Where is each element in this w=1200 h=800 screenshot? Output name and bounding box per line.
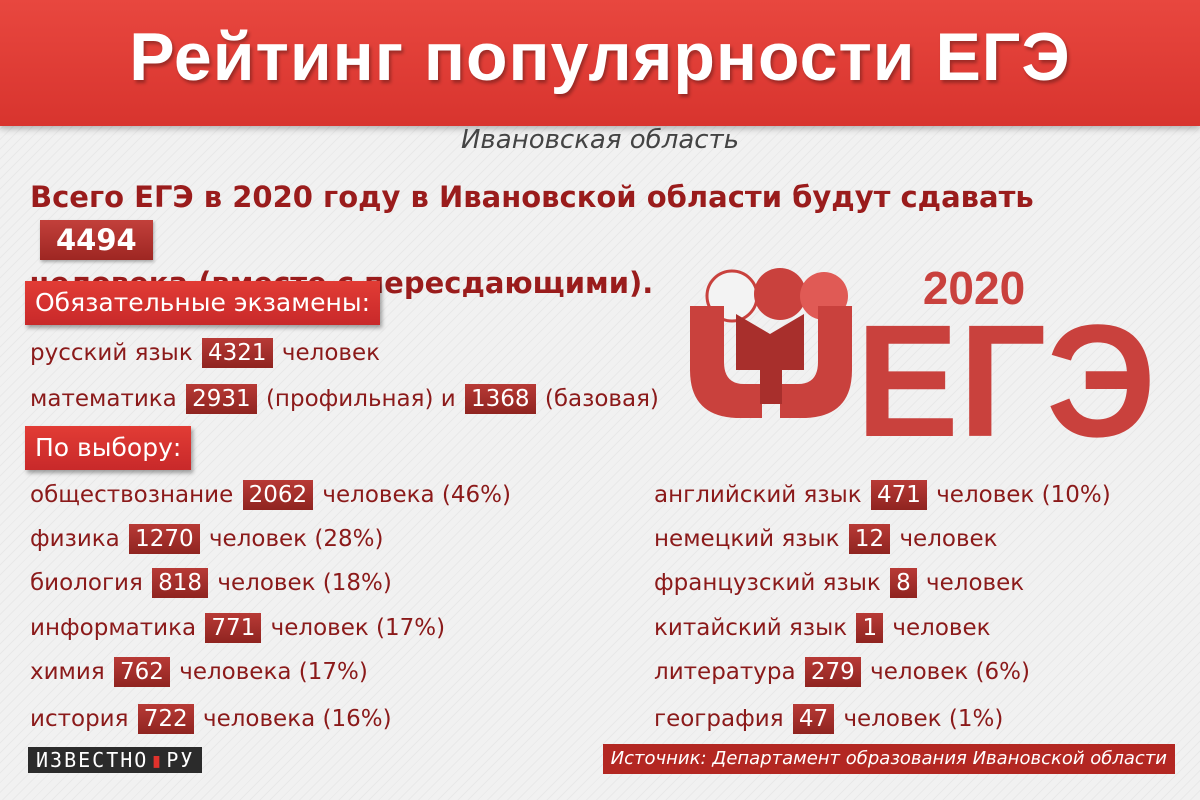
brand-logo: ИЗВЕСТНО ▮ РУ [28, 747, 203, 773]
ege-2020-logo: 2020 ЕГЭ [690, 262, 1156, 448]
exam-count-badge: 771 [205, 613, 262, 643]
logo-text: ЕГЭ [856, 291, 1156, 448]
exam-suffix: (профильная) и [265, 386, 456, 412]
exam-count-badge: 8 [890, 568, 917, 598]
exam-suffix: человека (17%) [179, 659, 368, 685]
exam-name: китайский язык [654, 615, 848, 641]
exam-name: обществознание [30, 482, 234, 508]
header-banner: Рейтинг популярности ЕГЭ [0, 0, 1200, 126]
source-caption: Источник: Департамент образования Иванов… [602, 744, 1175, 774]
exam-suffix: человек [281, 340, 380, 366]
brand-left: ИЗВЕСТНО [36, 748, 149, 772]
exam-suffix: человек (17%) [270, 615, 446, 641]
brand-separator-icon: ▮ [150, 748, 165, 772]
exam-suffix: человек [892, 615, 991, 641]
exam-name: английский язык [654, 482, 862, 508]
exam-line: немецкий язык 12 человек [654, 522, 998, 556]
exam-line-math: математика 2931 (профильная) и 1368 (баз… [30, 382, 659, 416]
exam-suffix: человек (6%) [870, 659, 1030, 685]
exam-line: обществознание 2062 человека (46%) [30, 478, 511, 512]
mandatory-section-label: Обязательные экзамены: [25, 281, 380, 325]
exam-count-badge: 471 [871, 480, 927, 510]
exam-suffix: человек (28%) [208, 526, 384, 552]
exam-name: литература [654, 659, 796, 685]
exam-line: английский язык 471 человек (10%) [654, 478, 1111, 512]
exam-name: химия [30, 659, 105, 685]
exam-count-badge: 1368 [465, 384, 536, 414]
exam-name: математика [30, 386, 177, 412]
exam-line: биология 818 человек (18%) [30, 566, 392, 600]
exam-count-badge: 4321 [202, 338, 273, 368]
exam-suffix: человека (16%) [202, 706, 392, 732]
exam-count-badge: 47 [792, 704, 835, 734]
exam-name: информатика [30, 615, 197, 641]
exam-suffix: человек (18%) [217, 570, 392, 596]
exam-suffix: человек (10%) [936, 482, 1111, 508]
ege-emblem-icon [690, 268, 852, 418]
exam-count-badge: 722 [137, 704, 194, 734]
region-subtitle: Ивановская область [460, 125, 740, 155]
exam-count-badge: 2931 [186, 384, 257, 414]
exam-line: химия 762 человека (17%) [30, 655, 368, 689]
page-title: Рейтинг популярности ЕГЭ [129, 19, 1071, 95]
optional-section-label: По выбору: [25, 426, 192, 470]
exam-line: китайский язык 1 человек [654, 611, 991, 645]
exam-count-badge: 1270 [129, 524, 200, 554]
exam-line: физика 1270 человек (28%) [30, 522, 383, 556]
exam-line: география 47 человек (1%) [654, 702, 1003, 736]
exam-name: история [30, 706, 129, 732]
exam-name: немецкий язык [654, 526, 840, 552]
exam-count-badge: 1 [856, 613, 884, 643]
intro-text-before: Всего ЕГЭ в 2020 году в Ивановской облас… [30, 180, 1034, 214]
exam-line-russian: русский язык 4321 человек [30, 336, 380, 370]
exam-suffix: человек [899, 526, 998, 552]
exam-suffix: (базовая) [544, 386, 659, 412]
exam-name: русский язык [30, 340, 193, 366]
logo-year: 2020 [923, 262, 1025, 314]
exam-name: французский язык [654, 570, 881, 596]
exam-line: информатика 771 человек (17%) [30, 611, 445, 645]
exam-name: биология [30, 570, 143, 596]
exam-count-badge: 762 [114, 657, 170, 687]
total-count-badge: 4494 [40, 220, 153, 260]
exam-suffix: человек (1%) [843, 706, 1004, 732]
exam-suffix: человека (46%) [322, 482, 512, 508]
exam-count-badge: 2062 [242, 480, 314, 510]
exam-suffix: человек [926, 570, 1025, 596]
exam-count-badge: 818 [152, 568, 209, 598]
exam-name: физика [30, 526, 120, 552]
exam-line: литература 279 человек (6%) [654, 655, 1030, 689]
exam-line: французский язык 8 человек [654, 566, 1024, 600]
exam-name: география [654, 706, 784, 732]
exam-count-badge: 12 [848, 524, 891, 554]
exam-line: история 722 человека (16%) [30, 702, 392, 736]
brand-right: РУ [166, 748, 195, 772]
exam-count-badge: 279 [804, 657, 861, 687]
